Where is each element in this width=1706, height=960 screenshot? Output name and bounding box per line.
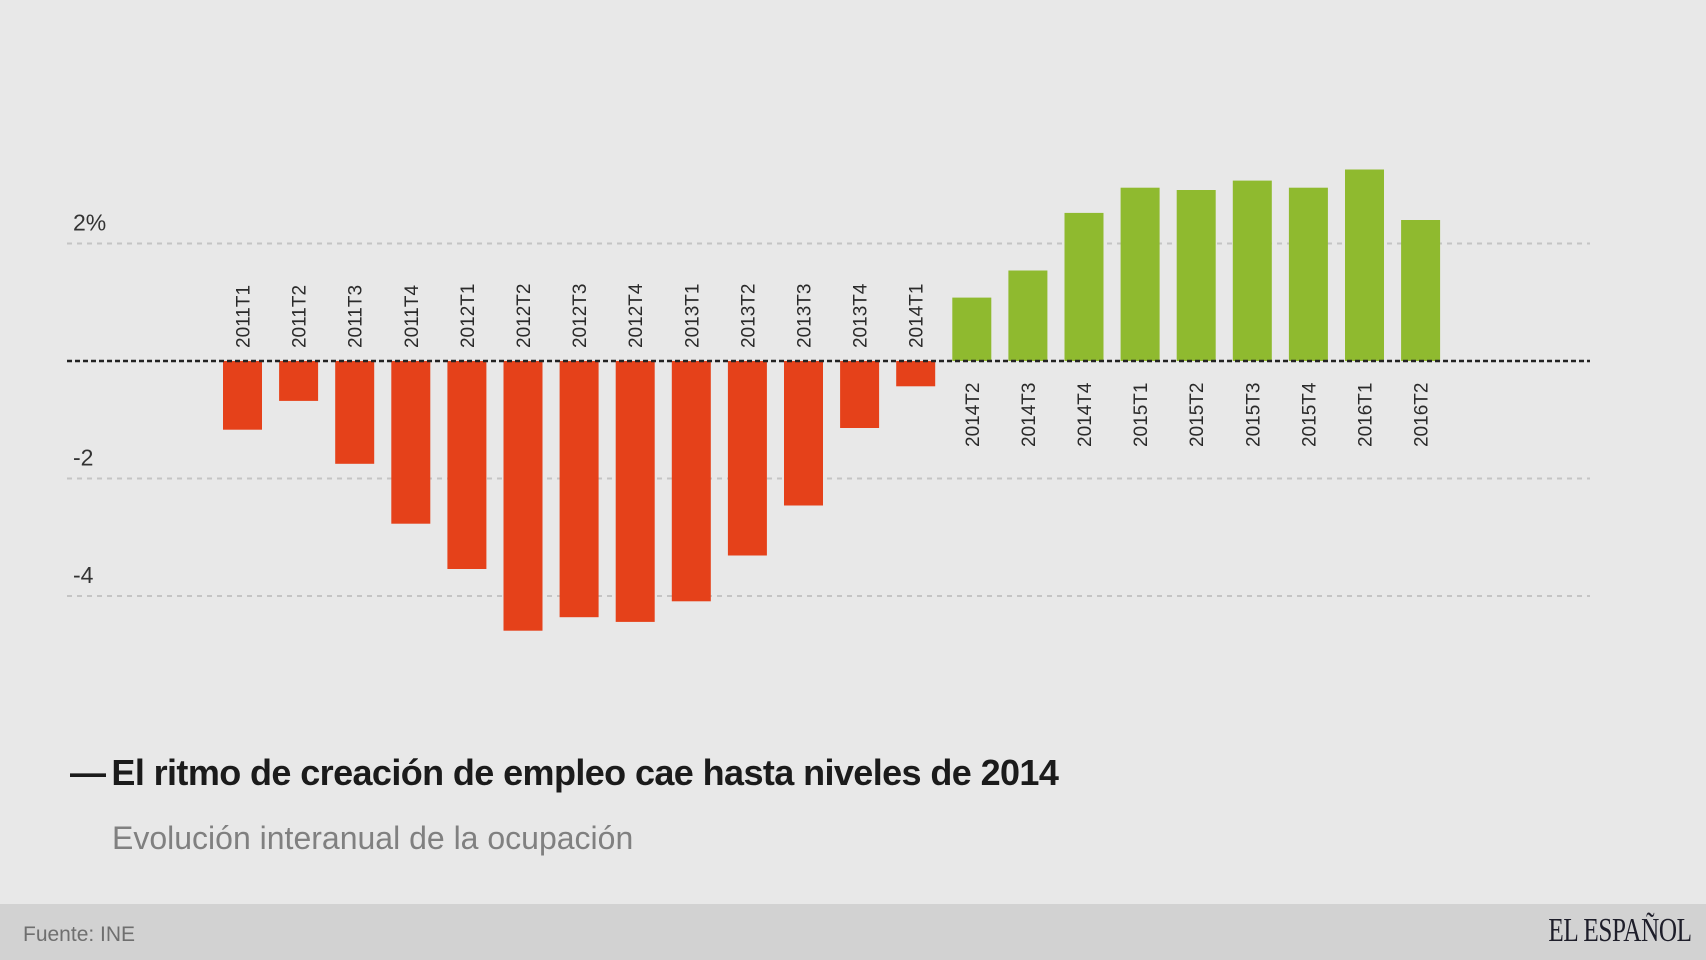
category-label: 2014T3 bbox=[1019, 383, 1040, 447]
category-label: 2013T4 bbox=[851, 283, 872, 348]
bar-2011T3[interactable] bbox=[335, 361, 375, 464]
category-label: 2011T1 bbox=[234, 285, 255, 348]
bar-2012T2[interactable] bbox=[503, 361, 543, 631]
bar-2014T2[interactable] bbox=[952, 297, 992, 361]
chart-title: — El ritmo de creación de empleo cae hast… bbox=[70, 752, 1059, 794]
category-label: 2012T2 bbox=[514, 284, 535, 348]
bar-chart: 2011T1 2011T2 2011T3 2011T4 2012T1 2012T2 2012… bbox=[67, 169, 1590, 631]
gridlines bbox=[67, 242, 1590, 597]
category-label: 2011T2 bbox=[290, 285, 311, 348]
source-label: Fuente: INE bbox=[23, 923, 136, 946]
category-label: 2015T1 bbox=[1131, 383, 1152, 447]
y-tick-label: -4 bbox=[73, 562, 94, 588]
bar-2016T2[interactable] bbox=[1401, 220, 1441, 361]
category-label: 2013T2 bbox=[738, 284, 759, 348]
category-label: 2012T3 bbox=[570, 284, 591, 348]
category-label: 2011T3 bbox=[346, 285, 367, 348]
bar-2013T3[interactable] bbox=[784, 361, 823, 506]
category-label: 2014T2 bbox=[963, 383, 984, 447]
category-label: 2013T3 bbox=[795, 284, 816, 348]
category-label: 2014T4 bbox=[1075, 382, 1096, 447]
bar-2012T3[interactable] bbox=[559, 361, 599, 618]
category-label: 2013T1 bbox=[682, 284, 703, 348]
bar-2012T4[interactable] bbox=[615, 361, 655, 622]
bar-2014T4[interactable] bbox=[1064, 212, 1104, 361]
bar-2015T2[interactable] bbox=[1176, 190, 1216, 361]
category-label: 2012T4 bbox=[626, 283, 647, 348]
bar-2016T1[interactable] bbox=[1345, 169, 1384, 362]
bar-2011T4[interactable] bbox=[391, 361, 431, 524]
title-dash: — bbox=[70, 752, 106, 793]
bar-2011T1[interactable] bbox=[223, 361, 262, 430]
bar-2015T4[interactable] bbox=[1288, 187, 1328, 361]
bars bbox=[223, 169, 1441, 631]
y-tick-label: -2 bbox=[73, 445, 93, 471]
bar-2014T1[interactable] bbox=[896, 361, 936, 387]
category-label: 2015T2 bbox=[1187, 383, 1208, 447]
category-label: 2016T2 bbox=[1412, 383, 1433, 447]
category-label: 2015T4 bbox=[1299, 382, 1320, 447]
category-label: 2015T3 bbox=[1243, 383, 1264, 447]
bar-2014T3[interactable] bbox=[1008, 270, 1048, 362]
bar-2013T4[interactable] bbox=[840, 361, 880, 428]
category-label: 2014T1 bbox=[907, 284, 928, 348]
y-tick-label: 2% bbox=[73, 210, 106, 236]
category-label: 2012T1 bbox=[458, 284, 479, 348]
bar-2011T2[interactable] bbox=[279, 361, 319, 401]
chart-subtitle: Evolución interanual de la ocupación bbox=[112, 820, 634, 856]
chart-title-text: El ritmo de creación de empleo cae hasta… bbox=[111, 752, 1059, 793]
bar-2012T1[interactable] bbox=[447, 361, 487, 569]
y-axis-ticks: 2% -2 -4 bbox=[73, 210, 106, 589]
footer: Fuente: INE EL ESPAÑOL bbox=[0, 904, 1706, 960]
bar-2013T1[interactable] bbox=[671, 361, 711, 602]
bar-2015T1[interactable] bbox=[1120, 187, 1160, 361]
category-labels: 2011T1 2011T2 2011T3 2011T4 2012T1 2012T2 2012… bbox=[234, 283, 1433, 447]
bar-2015T3[interactable] bbox=[1232, 180, 1272, 361]
el-espanol-logo[interactable]: EL ESPAÑOL bbox=[1548, 912, 1693, 949]
bar-2013T2[interactable] bbox=[727, 361, 767, 556]
category-label: 2011T4 bbox=[402, 285, 423, 348]
category-label: 2016T1 bbox=[1356, 383, 1377, 447]
